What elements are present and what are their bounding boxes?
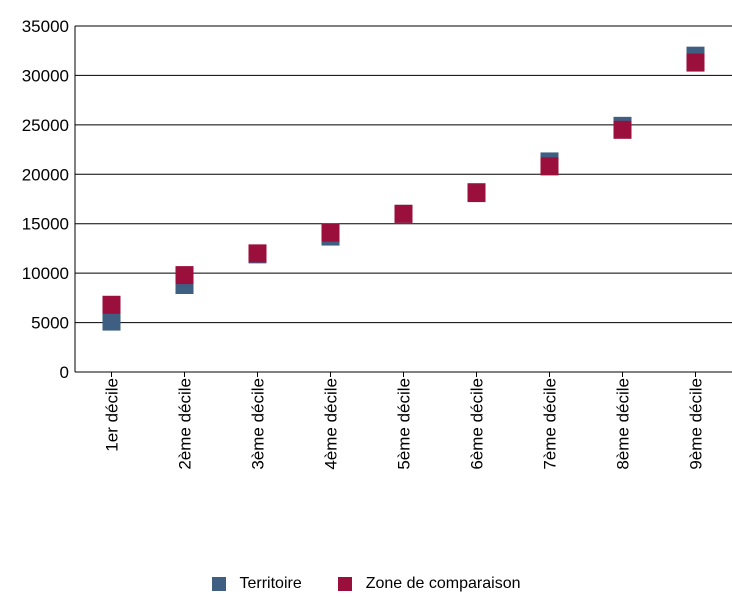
y-tick-label: 30000 <box>22 66 69 85</box>
x-tick-label: 2ème décile <box>176 378 195 470</box>
marker-zone-comparaison <box>248 244 267 263</box>
marker-zone-comparaison <box>540 157 559 176</box>
grid-lines <box>74 25 732 377</box>
x-tick-label: 5ème décile <box>395 378 414 470</box>
legend-label-territoire: Territoire <box>239 575 302 592</box>
data-markers <box>102 46 705 331</box>
legend-swatch-zone <box>337 577 352 591</box>
x-tick-label: 9ème décile <box>687 378 706 470</box>
x-tick-label: 1er décile <box>103 378 122 452</box>
marker-territoire <box>102 312 121 331</box>
y-tick-label: 10000 <box>22 264 69 283</box>
marker-zone-comparaison <box>394 204 413 223</box>
y-tick-label: 15000 <box>22 215 69 234</box>
legend-item-zone: Zone de comparaison <box>337 575 521 593</box>
x-axis-ticks: 1er décile 2ème décile 3ème décile 4ème déc… <box>103 378 706 470</box>
x-tick-label: 6ème décile <box>468 378 487 470</box>
legend: Territoire Zone de comparaison <box>0 575 732 593</box>
y-axis-ticks: 0 5000 10000 15000 20000 25000 30000 35000 <box>22 17 69 382</box>
marker-zone-comparaison <box>102 295 121 314</box>
y-tick-label: 35000 <box>22 17 69 36</box>
legend-swatch-territoire <box>211 577 226 591</box>
y-tick-label: 20000 <box>22 165 69 184</box>
marker-zone-comparaison <box>467 184 486 203</box>
marker-zone-comparaison <box>175 266 194 285</box>
marker-zone-comparaison <box>613 120 632 139</box>
y-tick-label: 0 <box>60 363 69 382</box>
legend-label-zone: Zone de comparaison <box>365 575 521 592</box>
y-tick-label: 25000 <box>22 116 69 135</box>
marker-zone-comparaison <box>686 53 705 72</box>
x-tick-label: 4ème décile <box>322 378 341 470</box>
x-tick-label: 3ème décile <box>249 378 268 470</box>
legend-item-territoire: Territoire <box>211 575 302 593</box>
marker-zone-comparaison <box>321 223 340 242</box>
x-tick-label: 8ème décile <box>614 378 633 470</box>
y-tick-label: 5000 <box>31 314 69 333</box>
x-tick-label: 7ème décile <box>541 378 560 470</box>
